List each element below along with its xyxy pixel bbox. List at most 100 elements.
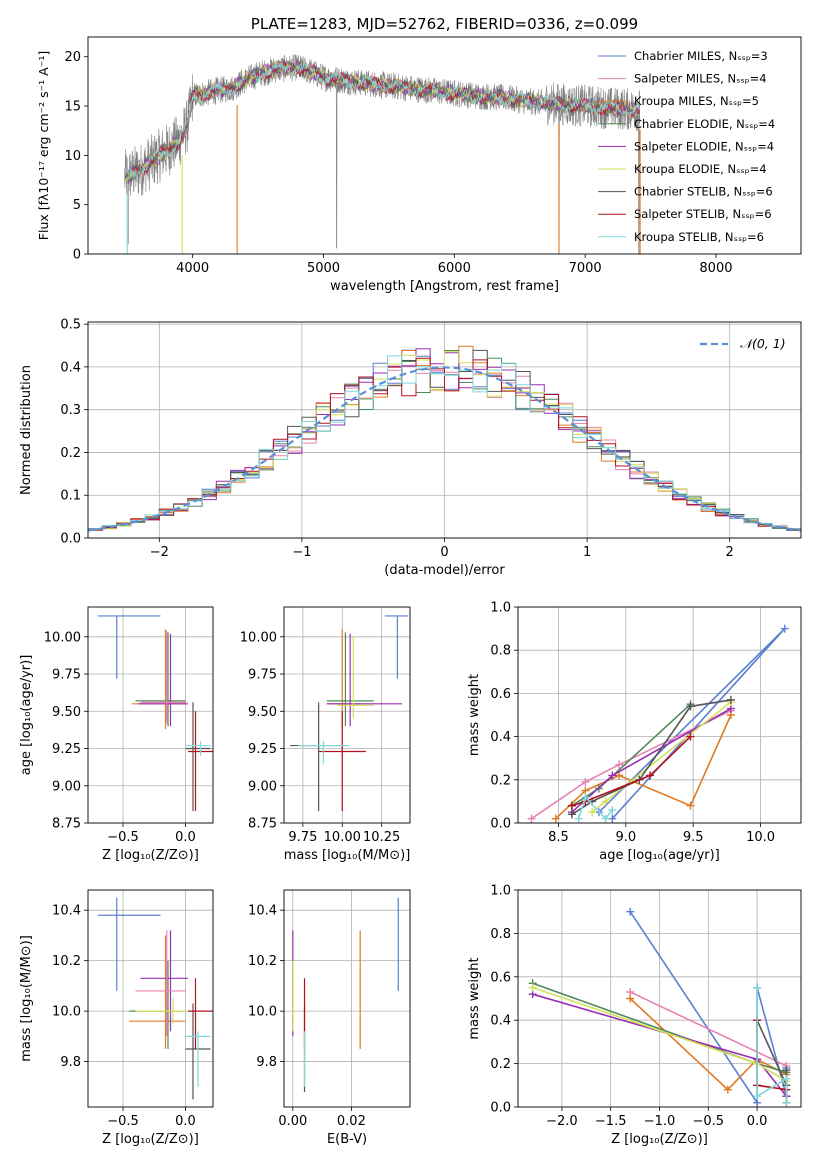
y-tick-label: 9.50 — [248, 705, 277, 720]
y-tick-label: 0.2 — [60, 446, 81, 461]
weight-marker — [527, 814, 536, 823]
y-tick-label: 5 — [73, 198, 81, 213]
x-tick-label: 0.00 — [278, 1114, 307, 1129]
weight-marker — [686, 801, 695, 810]
axes-frame — [283, 606, 411, 824]
legend-entry: Salpeter ELODIE, Nₛₛₚ=4 — [634, 139, 774, 153]
axes-age_vs_mass: 9.75 10.00 10.258.759.009.259.509.7510.00m… — [240, 607, 410, 863]
x-tick-label: 9.75 — [288, 830, 317, 845]
x-tick-label: −2.0 — [546, 1114, 578, 1129]
weight-marker — [588, 808, 597, 817]
axes-mass_vs_Z: −0.5 0.0 9.8 10.0 10.2 10.4 Z [log₁₀(Z/Z⊙)] mas… — [19, 890, 213, 1147]
weight-marker — [574, 814, 583, 823]
y-tick-label: 10.0 — [248, 1005, 277, 1020]
weight-marker — [551, 814, 560, 823]
weight-line-1 — [531, 709, 732, 820]
x-tick-label: 0.0 — [747, 1114, 768, 1129]
x-axis-label: Z [log₁₀(Z/Z⊙)] — [611, 1132, 708, 1147]
weight-marker — [780, 624, 789, 633]
y-tick-label: 0.8 — [490, 927, 511, 942]
x-tick-label: 0.0 — [175, 830, 196, 845]
x-tick-label: −1 — [292, 545, 311, 560]
y-tick-label: 9.25 — [52, 742, 81, 757]
gaussian-curve — [88, 366, 801, 532]
axes-spectrum: 4000 5000 6000 7000 8000 0 5 10 15 20 wavelength [… — [36, 50, 733, 294]
chart-title: PLATE=1283, MJD=52762, FIBERID=0336, z=0… — [251, 15, 638, 33]
axes-frame — [87, 606, 214, 824]
weight-marker — [626, 907, 635, 916]
weight-marker — [626, 994, 635, 1003]
x-tick-label: 9.5 — [683, 830, 704, 845]
y-tick-label: 0.3 — [60, 403, 81, 418]
weight-marker — [581, 777, 590, 786]
weight-marker — [608, 771, 617, 780]
x-axis-label: Z [log₁₀(Z/Z⊙)] — [102, 848, 199, 863]
x-tick-label: 5000 — [307, 261, 340, 276]
x-tick-label: 10.0 — [746, 830, 775, 845]
y-tick-label: 10.2 — [248, 954, 277, 969]
weight-marker — [615, 760, 624, 769]
legend-entry: 𝒩(0, 1) — [740, 336, 786, 351]
y-axis-label: Normed distribution — [19, 365, 34, 495]
model-line-8 — [124, 62, 640, 181]
weight-marker — [753, 983, 762, 992]
y-tick-label: 0.4 — [60, 360, 81, 375]
weight-line-8 — [756, 987, 788, 1103]
weight-line-2 — [629, 997, 787, 1091]
histogram-8 — [88, 355, 801, 530]
weight-marker — [608, 814, 617, 823]
y-tick-label: 9.50 — [52, 705, 81, 720]
y-tick-label: 20 — [64, 50, 81, 65]
x-tick-label: 10.00 — [324, 830, 361, 845]
y-tick-label: 0.0 — [60, 532, 81, 547]
model-line-6 — [124, 60, 640, 181]
axes-weight_vs_age: 8.5 9.0 9.5 10.0 0.0 0.2 0.4 0.6 0.8 1.0 age [log₁… — [467, 601, 801, 863]
y-tick-label: 15 — [64, 100, 81, 115]
x-tick-label: 8.5 — [548, 830, 569, 845]
model-line-0 — [124, 61, 640, 180]
weight-marker — [608, 806, 617, 815]
x-tick-label: 9.0 — [615, 830, 636, 845]
y-axis-label: mass weight — [467, 957, 482, 1039]
weight-line-0 — [598, 628, 786, 820]
x-tick-label: −1.0 — [644, 1114, 676, 1129]
y-tick-label: 1.0 — [490, 884, 511, 899]
y-tick-label: 8.75 — [248, 817, 277, 832]
weight-marker — [726, 695, 735, 704]
weight-line-8 — [577, 795, 613, 820]
x-axis-label: (data-model)/error — [384, 563, 505, 578]
weight-marker — [686, 732, 695, 741]
legend-entry: Chabrier STELIB, Nₛₛₚ=6 — [634, 185, 773, 199]
y-axis-label: mass [log₁₀(M/M⊙)] — [19, 935, 34, 1062]
axes-age_vs_Z: −0.5 0.0 8.75 9.00 9.25 9.50 9.75 10.00 Z [log₁₀… — [19, 607, 213, 863]
y-tick-label: 1.0 — [490, 601, 511, 616]
x-tick-label: 10.25 — [363, 830, 400, 845]
y-tick-label: 0.0 — [490, 817, 511, 832]
y-tick-label: 10.0 — [52, 1005, 81, 1020]
x-axis-label: Z [log₁₀(Z/Z⊙)] — [102, 1132, 199, 1147]
y-tick-label: 9.25 — [248, 742, 277, 757]
weight-line-1 — [629, 991, 787, 1067]
y-tick-label: 8.75 — [52, 817, 81, 832]
weight-marker — [615, 771, 624, 780]
axes-weight_vs_Z: −2.0 −1.5 −1.0 −0.5 0.0 0.0 0.2 0.4 0.6 0.8 1.0 Z [… — [467, 884, 801, 1147]
weight-marker — [646, 771, 655, 780]
y-axis-label: Flux [fλ10⁻¹⁷ erg cm⁻² s⁻¹ A⁻¹] — [36, 51, 51, 240]
x-tick-label: −2 — [150, 545, 169, 560]
weight-marker — [567, 810, 576, 819]
x-tick-label: 0.02 — [337, 1114, 366, 1129]
x-axis-label: E(B-V) — [327, 1132, 367, 1147]
y-tick-label: 0.6 — [490, 687, 511, 702]
weight-marker — [601, 797, 610, 806]
axes-frame — [517, 889, 802, 1108]
weight-line-3 — [571, 703, 692, 807]
y-tick-label: 10.4 — [52, 904, 81, 919]
y-tick-label: 10.4 — [248, 904, 277, 919]
x-tick-label: −1.5 — [595, 1114, 627, 1129]
y-tick-label: 0.1 — [60, 489, 81, 504]
y-tick-label: 0.2 — [490, 1057, 511, 1072]
x-tick-label: 0.0 — [175, 1114, 196, 1129]
legend-entry: Kroupa STELIB, Nₛₛₚ=6 — [634, 230, 764, 244]
y-tick-label: 0 — [73, 248, 81, 263]
